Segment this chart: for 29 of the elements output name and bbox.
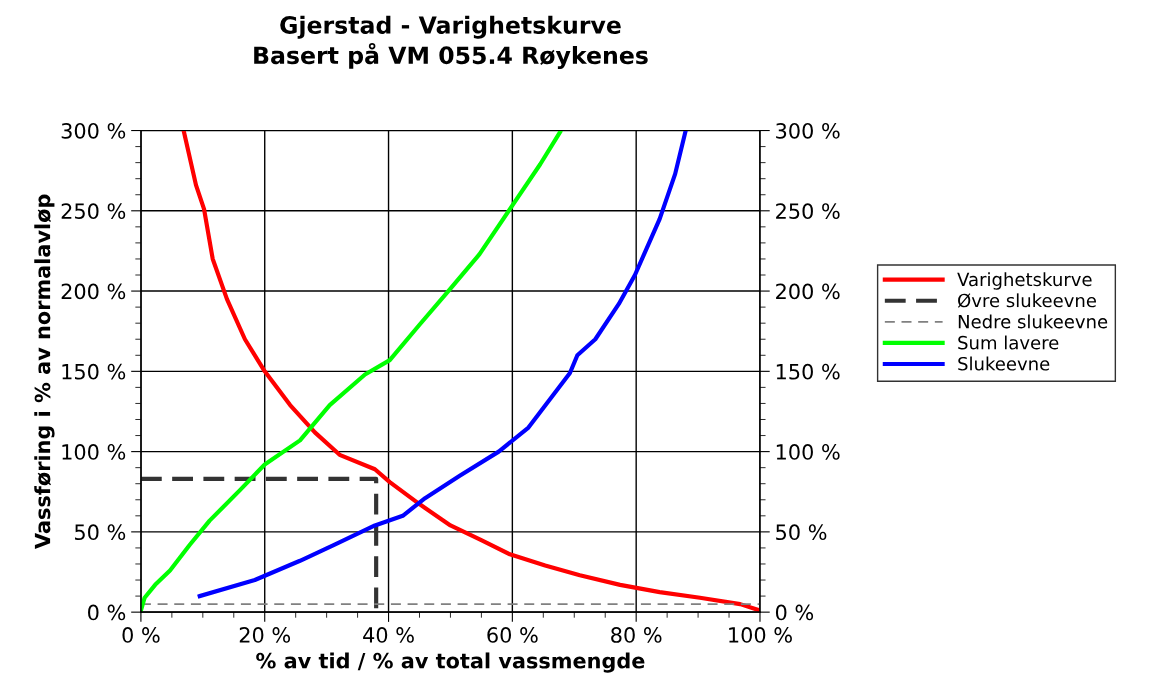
y-tick-label: 300 % <box>61 122 126 139</box>
x-tick-label: 40 % <box>363 627 414 643</box>
legend-label: Sum lavere <box>958 335 1059 350</box>
x-tick-label: 60 % <box>487 627 538 643</box>
y-tick-label: 200 % <box>61 283 126 300</box>
legend-label: Nedre slukeevne <box>958 314 1108 329</box>
chart-title: Gjerstad - Varighetskurve Basert på VM 055.4 Røykenes <box>254 15 648 69</box>
y2-tick-label: 300 % <box>776 122 840 139</box>
y-axis-title: Vassføring i % av normalavløp <box>34 194 55 549</box>
y2-tick-label: 0 % <box>775 604 814 621</box>
x-tick-label: 0 % <box>122 627 160 643</box>
line-series <box>197 130 688 599</box>
y-tick-label: 50 % <box>75 524 126 541</box>
x-tick-label: 100 % <box>729 627 792 643</box>
y2-tick-label: 200 % <box>776 283 840 300</box>
x-tick-label: 20 % <box>239 627 291 643</box>
x-axis-title: % av tid / % av total vassmengde <box>256 652 645 673</box>
y2-tick-label: 100 % <box>776 444 840 460</box>
y-tick-label: 0 % <box>88 604 126 621</box>
legend-label: Øvre slukeevne <box>957 293 1096 308</box>
legend-label: Varighetskurve <box>957 272 1092 290</box>
x-tick-label: 80 % <box>611 627 662 643</box>
legend-label: Slukeevne <box>958 356 1050 371</box>
y2-tick-label: 150 % <box>776 363 840 380</box>
y-tick-label: 250 % <box>61 203 126 220</box>
y2-tick-label: 50 % <box>776 524 827 541</box>
y2-tick-label: 250 % <box>776 203 840 220</box>
y-tick-label: 100 % <box>62 444 126 460</box>
y-tick-label: 150 % <box>62 363 126 380</box>
